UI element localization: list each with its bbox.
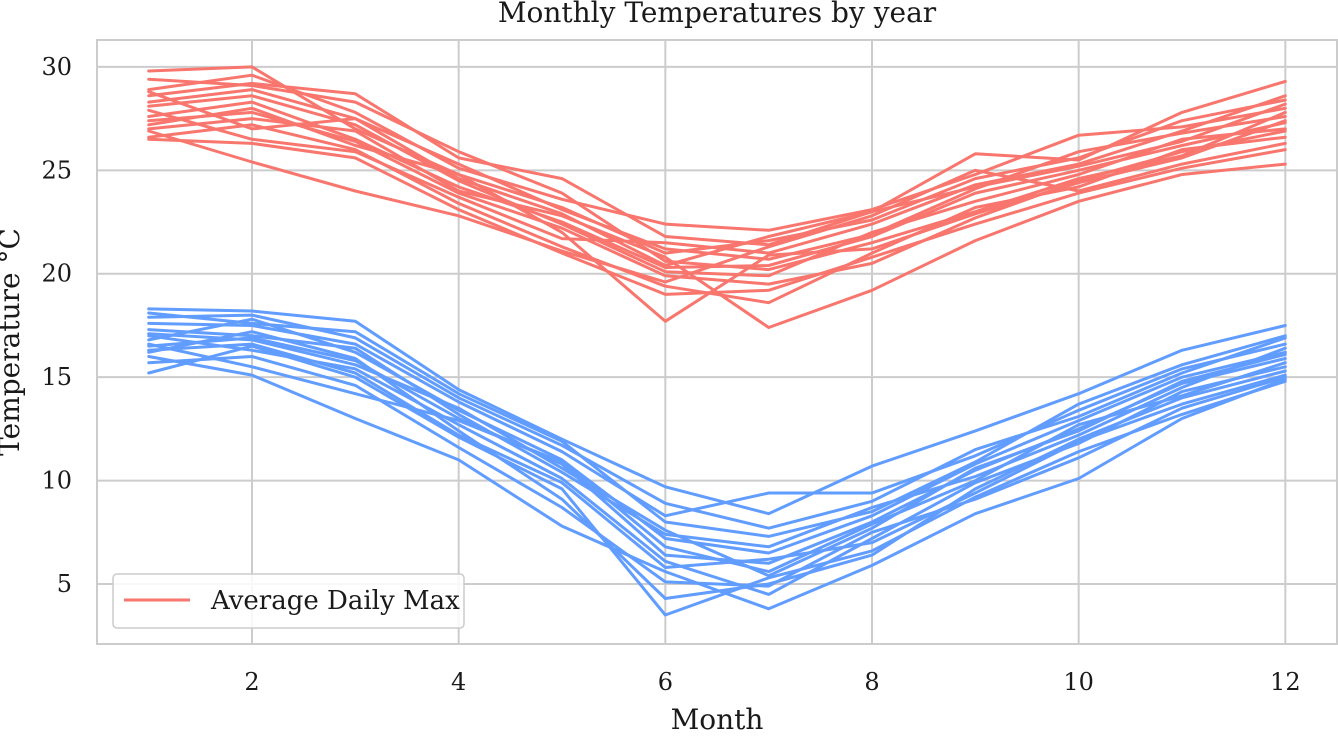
y-tick-label: 5 (57, 570, 72, 598)
series-line-max-8 (147, 123, 1287, 305)
legend-box (112, 573, 465, 629)
series-line-min-24 (147, 313, 1287, 530)
x-tick-label: 10 (1063, 668, 1094, 696)
series-line-min-21 (147, 317, 1287, 555)
series-line-min-27 (147, 342, 1287, 574)
series-line-max-12 (147, 129, 1287, 284)
series-line-max-15 (147, 90, 1287, 267)
y-tick-label: 25 (41, 156, 72, 184)
x-tick-label: 6 (658, 668, 673, 696)
y-tick-label: 15 (41, 363, 72, 391)
series-line-min-17 (147, 307, 1287, 516)
series-line-max-4 (147, 79, 1287, 247)
series-line-max-10 (147, 94, 1287, 255)
series-line-min-18 (147, 344, 1287, 617)
x-tick-label: 2 (244, 668, 259, 696)
series-line-max-6 (147, 73, 1287, 232)
y-axis-label: Temperature °C (0, 228, 26, 456)
series-line-max-5 (147, 106, 1287, 323)
series-line-min-28 (147, 311, 1287, 538)
y-tick-label: 30 (41, 53, 72, 81)
chart-title: Monthly Temperatures by year (498, 0, 937, 29)
series-line-min-25 (147, 355, 1287, 588)
y-tick-label: 10 (41, 467, 72, 495)
series-line-min-30 (147, 332, 1287, 578)
plot-frame (96, 39, 1338, 645)
series-line-min-29 (147, 342, 1287, 569)
y-tick-labels: 5 10 15 20 25 30 (41, 53, 72, 598)
series-line-min-26 (147, 328, 1287, 549)
series-line-min-23 (147, 330, 1287, 600)
legend: Average Daily Max (112, 573, 465, 629)
series-line-max-13 (147, 88, 1287, 261)
y-tick-label: 20 (41, 260, 72, 288)
series-line-max-7 (147, 117, 1287, 329)
series-line-min-19 (147, 321, 1287, 518)
x-tick-label: 12 (1270, 668, 1301, 696)
x-tick-label: 8 (864, 668, 879, 696)
series-layer (147, 65, 1287, 617)
x-tick-label: 4 (451, 668, 466, 696)
series-line-max-14 (147, 110, 1287, 286)
x-axis-label: Month (671, 703, 764, 736)
x-tick-labels: 2 4 6 8 10 12 (244, 668, 1300, 696)
legend-label: Average Daily Max (210, 586, 460, 616)
